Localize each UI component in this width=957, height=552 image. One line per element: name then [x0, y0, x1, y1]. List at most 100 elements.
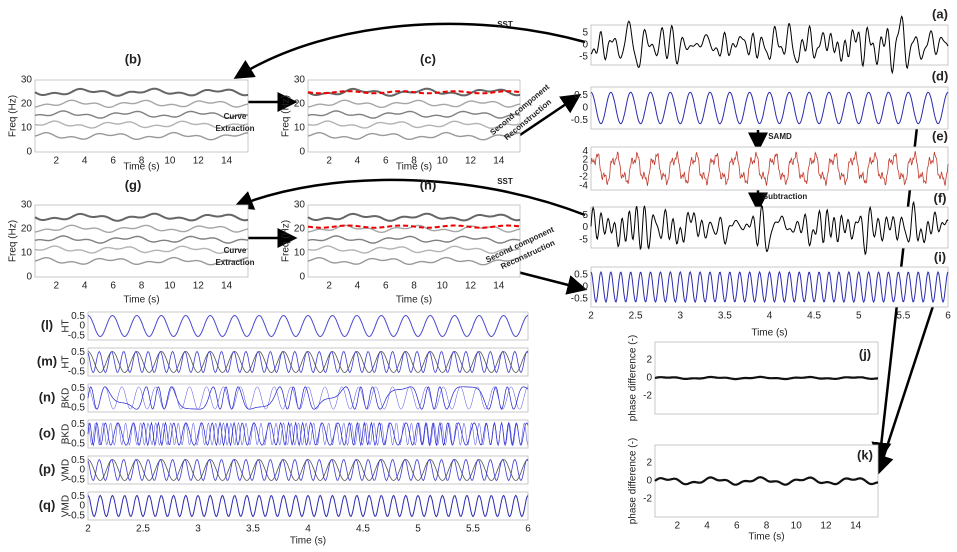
waveform [87, 386, 529, 410]
x-tick-label: 6 [734, 521, 740, 532]
arrow [519, 93, 582, 137]
y-axis-label: Freq (Hz) [8, 95, 19, 137]
y-tick-label: 0 [646, 476, 652, 487]
x-tick-label: 12 [465, 156, 477, 167]
waveform [307, 110, 521, 119]
waveform [307, 90, 521, 95]
waveform [590, 151, 949, 186]
panel: (h) 30 20 10 0 2 4 6 8 10 12 14 Time (s) Freq (Hz) [281, 177, 521, 306]
arrow [874, 299, 937, 476]
plot-area [590, 91, 949, 125]
x-tick-label: 12 [465, 281, 477, 292]
y-tick-label: 0.5 [574, 270, 588, 281]
panel-label: (m) [37, 353, 57, 368]
x-tick-label: 14 [221, 156, 233, 167]
x-tick-label: 4 [82, 281, 88, 292]
x-tick-label: 6 [945, 311, 951, 322]
panel: (m) 0.50-0.5HT [37, 347, 529, 377]
y-tick-label: 10 [21, 248, 33, 259]
y-tick-label: 0.5 [71, 347, 85, 358]
waveform [34, 235, 249, 244]
waveform [307, 212, 521, 222]
y-tick-label: 5 [582, 210, 588, 221]
waveform [35, 256, 248, 266]
x-tick-label: 10 [164, 156, 176, 167]
y-tick-label: -0.5 [68, 402, 86, 413]
x-tick-label: 10 [791, 521, 803, 532]
panel: (l) 0.50-0.5HT [41, 311, 529, 341]
panel-label: (d) [932, 68, 949, 83]
y-tick-label: -0.5 [571, 294, 589, 305]
y-tick-label: -0.5 [68, 438, 86, 449]
y-tick-label: 0 [79, 393, 85, 404]
waveform [654, 375, 878, 381]
x-tick-label: 4.5 [356, 524, 370, 535]
y-axis-label: HT [61, 355, 72, 368]
waveform [34, 245, 249, 254]
panel: (a) 50-5 [579, 6, 949, 75]
panel: (g) 30 20 10 0 2 4 6 8 10 12 14 Time (s) Freq (Hz) [8, 177, 249, 306]
plot-frame [87, 311, 529, 341]
panel-label: (o) [39, 425, 56, 440]
plot-area [87, 314, 529, 338]
plot-area [590, 200, 949, 256]
y-tick-label: 30 [21, 75, 33, 86]
y-tick-label: -5 [579, 52, 588, 63]
x-tick-label: 14 [221, 281, 233, 292]
x-tick-label: 3.5 [246, 524, 260, 535]
annotation: SST [497, 20, 513, 29]
annotation: Subtraction [763, 192, 808, 201]
y-axis-label: BKD [61, 388, 72, 409]
panel-label: (e) [932, 128, 948, 143]
waveform [87, 386, 529, 410]
x-tick-label: 4.5 [807, 311, 821, 322]
y-tick-label: 30 [294, 200, 306, 211]
x-tick-label: 4 [355, 281, 361, 292]
arrow [233, 22, 586, 79]
y-tick-label: 0 [79, 357, 85, 368]
x-tick-label: 5.5 [466, 524, 480, 535]
plot-frame [590, 266, 949, 308]
waveform [590, 91, 949, 125]
waveform [87, 421, 529, 447]
x-tick-label: 4 [82, 156, 88, 167]
y-tick-label: 0 [582, 282, 588, 293]
arrow [233, 178, 586, 217]
waveform [34, 120, 249, 129]
x-tick-label: 4 [305, 524, 311, 535]
plot-area [87, 350, 529, 374]
y-tick-label: 20 [21, 224, 33, 235]
x-tick-label: 10 [437, 156, 449, 167]
panel-label: (g) [125, 177, 142, 192]
y-tick-label: -2 [643, 391, 652, 402]
panel-label: (f) [934, 190, 947, 205]
x-tick-label: 2.5 [136, 524, 150, 535]
annotation: SST [497, 177, 513, 186]
y-tick-label: 30 [294, 75, 306, 86]
panel-label: (q) [39, 497, 56, 512]
x-tick-label: 4 [355, 156, 361, 167]
x-axis-label: Time (s) [396, 162, 432, 173]
x-tick-label: 14 [493, 156, 505, 167]
y-tick-label: 0 [79, 465, 85, 476]
panel-label: (b) [125, 51, 142, 66]
y-tick-label: 2 [582, 155, 588, 166]
x-tick-label: 2 [326, 156, 332, 167]
panel: (e) 420-2-4 [579, 128, 949, 191]
y-tick-label: 10 [21, 123, 33, 134]
panel-label: (k) [857, 447, 873, 462]
y-axis-label: phase difference (-) [628, 438, 639, 525]
y-tick-label: 0.5 [71, 383, 85, 394]
x-tick-label: 14 [493, 281, 505, 292]
plot-frame [87, 383, 529, 413]
waveform [590, 15, 949, 75]
panel-label: (i) [934, 249, 946, 264]
waveform [35, 131, 248, 141]
y-tick-label: 0 [299, 272, 305, 283]
x-tick-label: 2.5 [629, 311, 643, 322]
plot-area [34, 87, 249, 141]
y-tick-label: 2 [646, 355, 652, 366]
